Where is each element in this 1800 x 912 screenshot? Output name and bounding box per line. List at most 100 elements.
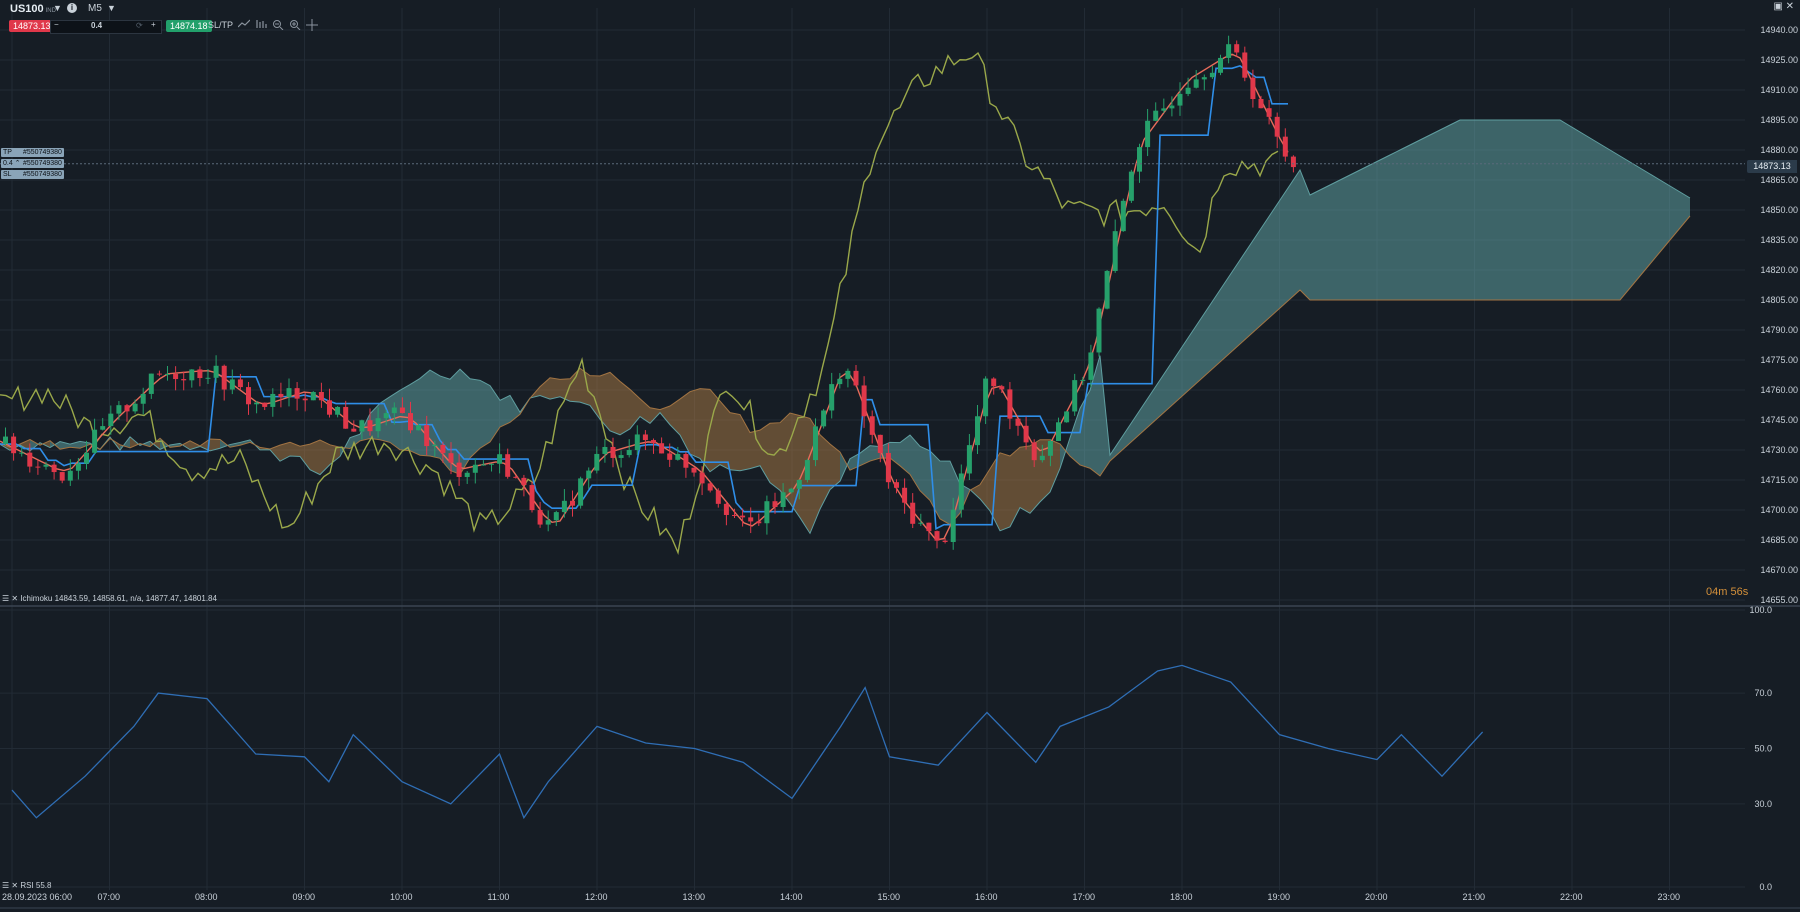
quantity-input[interactable]: 0.4	[91, 21, 103, 30]
price-axis: 14940.00 14925.00 14910.00 14895.00 14880.00…	[1760, 25, 1798, 605]
cloud-segment	[870, 445, 880, 462]
cloud-segment	[490, 385, 500, 442]
take-profit-tag[interactable]: TP #550749380	[1, 148, 64, 157]
candle-body	[1023, 425, 1029, 443]
price-tick-label: 14715.00	[1760, 475, 1798, 485]
price-tick-label: 14775.00	[1760, 355, 1798, 365]
candle-body	[505, 454, 511, 477]
candle-body	[570, 500, 575, 506]
crosshair-icon[interactable]	[306, 19, 319, 35]
buy-button[interactable]: 14874.18	[166, 20, 212, 32]
cloud-segment	[730, 412, 740, 471]
zoom-out-icon[interactable]	[272, 19, 284, 33]
candle-body	[124, 405, 130, 412]
candle-body	[383, 413, 389, 419]
time-tick-label: 07:00	[98, 892, 121, 902]
cloud-segment	[1230, 260, 1240, 353]
cloud-segment	[1670, 186, 1680, 240]
price-tick-label: 14760.00	[1760, 385, 1798, 395]
candle-body	[1007, 389, 1013, 419]
stop-loss-tag[interactable]: SL #550749380	[1, 170, 64, 179]
price-tick-label: 14805.00	[1760, 295, 1798, 305]
cloud-segment	[540, 377, 550, 400]
cloud-segment	[1190, 320, 1200, 389]
cloud-segment	[1090, 355, 1100, 476]
refresh-icon[interactable]: ⟳	[136, 21, 143, 30]
candle-body	[861, 385, 867, 417]
candle-body	[262, 402, 268, 407]
candle-body	[537, 510, 543, 525]
window-controls[interactable]: ▣ ✕	[1773, 1, 1794, 12]
rsi-legend[interactable]: ☰ ✕ RSI 55.8	[2, 881, 52, 890]
rsi-tick-label: 0.0	[1759, 882, 1772, 892]
position-order-id: #550749380	[23, 160, 62, 167]
info-icon[interactable]: i	[67, 3, 77, 13]
candle-body	[999, 386, 1005, 390]
candle-body	[691, 467, 697, 473]
cloud-segment	[1550, 120, 1560, 300]
cloud-segment	[1080, 390, 1090, 469]
candle-body	[1056, 422, 1061, 441]
cloud-segment	[1640, 168, 1650, 276]
candle-body	[318, 391, 324, 401]
time-tick-label: 09:00	[293, 892, 316, 902]
stop-loss-label: SL	[3, 171, 12, 178]
candle-body	[626, 450, 632, 456]
cloud-segment	[1260, 215, 1270, 326]
sltp-button[interactable]: SL/TP	[208, 20, 234, 30]
cloud-segment	[1240, 245, 1250, 344]
candle-body	[213, 365, 219, 378]
zoom-in-icon[interactable]	[289, 19, 301, 33]
cloud-segment	[410, 378, 420, 456]
symbol-selector[interactable]: US100 IND	[10, 3, 56, 15]
ichimoku-legend-text: Ichimoku 14843.59, 14858.61, n/a, 14877.…	[20, 594, 217, 603]
rsi-axis: 100.0 70.0 50.0 30.0 0.0	[1749, 605, 1772, 892]
quantity-stepper[interactable]: − 0.4 ⟳ +	[50, 20, 162, 34]
cloud-segment	[900, 435, 910, 475]
cloud-segment	[1300, 170, 1310, 300]
cloud-segment	[700, 388, 710, 472]
cloud-segment	[1200, 305, 1210, 380]
price-tick-label: 14820.00	[1760, 265, 1798, 275]
candle-body	[1039, 455, 1045, 461]
time-tick-label: 14:00	[780, 892, 803, 902]
chikou-span	[0, 51, 1279, 556]
candle-body	[367, 420, 373, 432]
line-icon[interactable]	[237, 19, 251, 32]
price-tick-label: 14745.00	[1760, 415, 1798, 425]
candle-body	[173, 373, 179, 380]
decrease-quantity-button[interactable]: −	[54, 20, 59, 29]
cloud-segment	[480, 380, 490, 449]
cloud-segment	[1490, 120, 1500, 300]
rsi-legend-text: RSI 55.8	[20, 881, 52, 890]
cloud-segment	[710, 389, 720, 472]
candle-body	[1015, 418, 1021, 426]
candle-body	[545, 520, 551, 525]
candle-body	[683, 454, 689, 468]
timeframe-dropdown-icon[interactable]: ▼	[107, 3, 116, 13]
candle-body	[1072, 380, 1078, 412]
position-tag[interactable]: 0.4 ⌃ #550749380	[1, 159, 64, 168]
candle-body	[1088, 352, 1094, 380]
candle-body	[529, 485, 535, 511]
cloud-segment	[1250, 230, 1260, 335]
symbol-dropdown-icon[interactable]: ▼	[53, 3, 62, 13]
cloud-segment	[500, 395, 510, 428]
candle-body	[1282, 136, 1288, 157]
timeframe-selector[interactable]: M5	[88, 3, 102, 14]
increase-quantity-button[interactable]: +	[151, 20, 156, 29]
candle-body	[1234, 44, 1240, 53]
candle-body	[237, 379, 243, 388]
cloud-segment	[840, 452, 850, 482]
cloud-segment	[780, 413, 790, 504]
time-tick-label: 15:00	[878, 892, 901, 902]
candle-body	[1274, 116, 1280, 137]
ichimoku-legend[interactable]: ☰ ✕ Ichimoku 14843.59, 14858.61, n/a, 14…	[2, 594, 217, 603]
time-tick-label: 16:00	[975, 892, 998, 902]
sell-button[interactable]: 14873.13	[9, 20, 55, 32]
candle-body	[480, 464, 486, 466]
cloud-segment	[920, 446, 930, 501]
price-tick-label: 14850.00	[1760, 205, 1798, 215]
indicators-icon[interactable]	[255, 19, 267, 32]
